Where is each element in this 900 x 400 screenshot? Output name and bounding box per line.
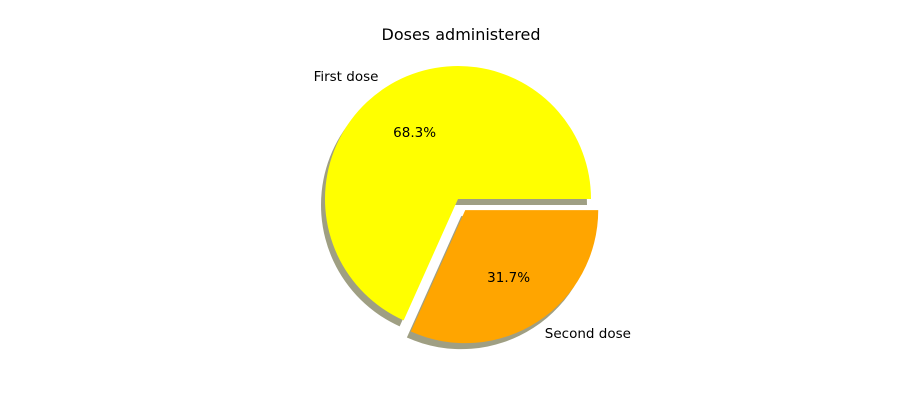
- slice-second-dose: [410, 210, 599, 344]
- percent-label-second-dose: 31.7%: [487, 270, 530, 286]
- chart-title: Doses administered: [382, 25, 541, 44]
- pie-labels: First dose 68.3% Second dose 31.7%: [314, 69, 631, 342]
- label-first-dose: First dose: [314, 69, 379, 85]
- slice-first-dose: [325, 66, 591, 321]
- percent-label-first-dose: 68.3%: [393, 125, 436, 141]
- label-second-dose: Second dose: [545, 326, 631, 342]
- pie-slices: [325, 66, 599, 344]
